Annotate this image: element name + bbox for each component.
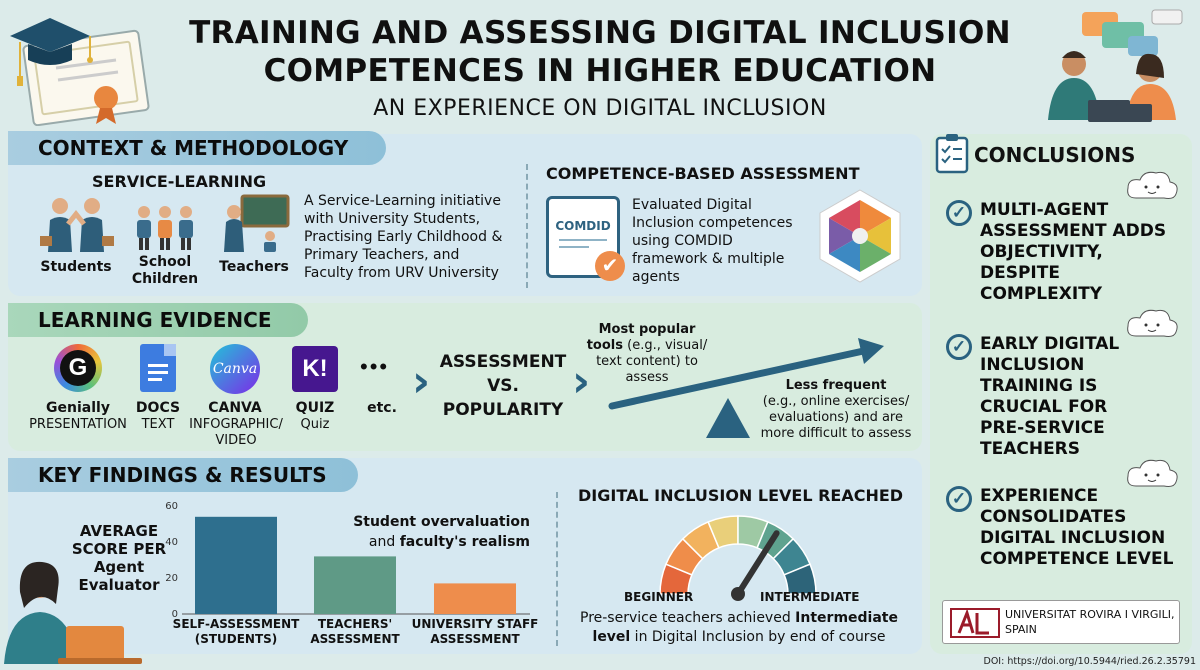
tool-genially-name: Genially [46,400,110,416]
thought-cloud-icon-3 [1127,459,1178,487]
tool-quiz-sub: Quiz [300,417,330,432]
kahoot-icon: K! [292,346,338,392]
bar-1 [195,516,277,614]
comdid-document-icon: COMDID ✔ [546,196,625,281]
thought-cloud-icon-2 [1127,309,1178,337]
competence-assessment-heading: COMPETENCE-BASED ASSESSMENT [546,164,860,183]
students-label: Students [40,259,112,275]
tool-canva-name: CANVA [208,400,262,416]
doi-text: DOI: https://doi.org/10.5944/ried.26.2.3… [983,656,1196,667]
teachers-icon [224,194,290,252]
conclusions-panel [930,134,1192,654]
conclusion-item-1: MULTI-AGENT ASSESSMENT ADDS OBJECTIVITY,… [980,200,1167,304]
check-circle-icon-2: ✓ [946,334,972,360]
gauge-segment [783,563,817,595]
bar-3 [434,583,516,614]
y-tick-label: 60 [165,501,178,512]
page-title: TRAINING AND ASSESSING DIGITAL INCLUSION… [189,15,1011,89]
conclusion-item-2: EARLY DIGITAL INCLUSION TRAINING IS CRUC… [980,334,1120,459]
check-circle-icon-3: ✓ [946,486,972,512]
google-docs-icon [140,344,176,392]
y-tick-label: 40 [165,537,178,548]
university-badge: UNIVERSITAT ROVIRA I VIRGILI, SPAIN [942,600,1180,644]
seesaw-arrow-icon [608,338,884,438]
conclusion-item-3: EXPERIENCE CONSOLIDATES DIGITAL INCLUSIO… [980,486,1174,569]
students-icon [40,198,114,252]
y-tick-label: 20 [165,573,178,584]
learning-heading: LEARNING EVIDENCE [8,303,308,337]
category-label: (STUDENTS) [195,632,278,646]
assessment-description: Evaluated Digital Inclusion competences … [632,197,793,285]
university-name: UNIVERSITAT ROVIRA I VIRGILI, SPAIN [1005,608,1175,636]
tool-quiz-name: QUIZ [295,400,335,416]
graduation-cap-diploma-illustration [10,18,150,126]
findings-divider [556,492,558,646]
avg-score-label: AVERAGE SCORE PER Agent Evaluator [71,522,167,594]
level-description: Pre-service teachers achieved Intermedia… [580,610,898,645]
tool-canva-sub: INFOGRAPHIC/ VIDEO [189,417,283,448]
bar-chart: 0 20 40 60 SELF-ASSESSMENT (STUDENTS) TEACHERS… [150,496,540,656]
category-label: UNIVERSITY STAFF [412,617,539,631]
level-gauge [659,515,817,601]
school-children-icon [137,206,193,250]
check-circle-icon: ✓ [946,200,972,226]
tool-docs-sub: TEXT [141,417,175,432]
check-badge-icon: ✔ [595,251,625,281]
chevron-right-icon-2: › [572,356,591,407]
chevron-right-icon: › [412,356,431,407]
category-label: ASSESSMENT [430,632,520,646]
category-label: ASSESSMENT [310,632,400,646]
less-frequent-note: Less frequent (e.g., online exercises/ ev… [760,378,912,441]
gauge-needle [735,530,780,597]
gauge-hub [731,587,745,601]
category-label: SELF-ASSESSMENT [173,617,300,631]
comdid-badge: COMDID [555,219,611,233]
genially-icon: G [54,344,102,392]
level-heading: DIGITAL INCLUSION LEVEL REACHED [578,486,904,505]
etc-label: etc. [367,400,397,416]
thought-cloud-icon [1127,171,1178,199]
woman-laptop-illustration [4,561,142,664]
bar-2 [314,556,396,614]
chart-annotation: Student overvaluation and faculty's reali… [353,514,530,550]
clipboard-check-icon [935,134,969,174]
tool-genially-sub: PRESENTATION [29,417,127,432]
bar-chart-svg: 0 20 40 60 SELF-ASSESSMENT(STUDENTS) TEACHERS… [165,501,539,646]
teachers-label: Teachers [219,259,289,275]
more-dots-icon: ••• [360,354,390,379]
context-heading: CONTEXT & METHODOLOGY [8,131,386,165]
assessment-vs-popularity: ASSESSMENT VS. POPULARITY [439,352,567,420]
school-children-label: School Children [131,254,199,287]
canva-icon: Canva [210,344,260,394]
category-label: TEACHERS' [318,617,392,631]
page-subtitle: AN EXPERIENCE ON DIGITAL INCLUSION [373,96,827,121]
competence-wheel-icon [819,189,901,283]
beginner-label: BEGINNER [624,590,694,604]
service-learning-description: A Service-Learning initiative with Unive… [304,193,503,281]
tool-docs-name: DOCS [135,400,181,416]
university-logo-icon [950,608,1000,638]
people-with-laptops-illustration [1048,9,1183,122]
conclusions-heading: CONCLUSIONS [974,143,1136,167]
findings-heading: KEY FINDINGS & RESULTS [8,458,358,492]
y-tick-label: 0 [172,609,178,620]
intermediate-label: INTERMEDIATE [760,590,860,604]
context-divider [526,164,528,288]
service-learning-heading: SERVICE-LEARNING [92,172,267,191]
popular-tools-note: Most popular tools (e.g., visual/ text c… [586,322,708,385]
